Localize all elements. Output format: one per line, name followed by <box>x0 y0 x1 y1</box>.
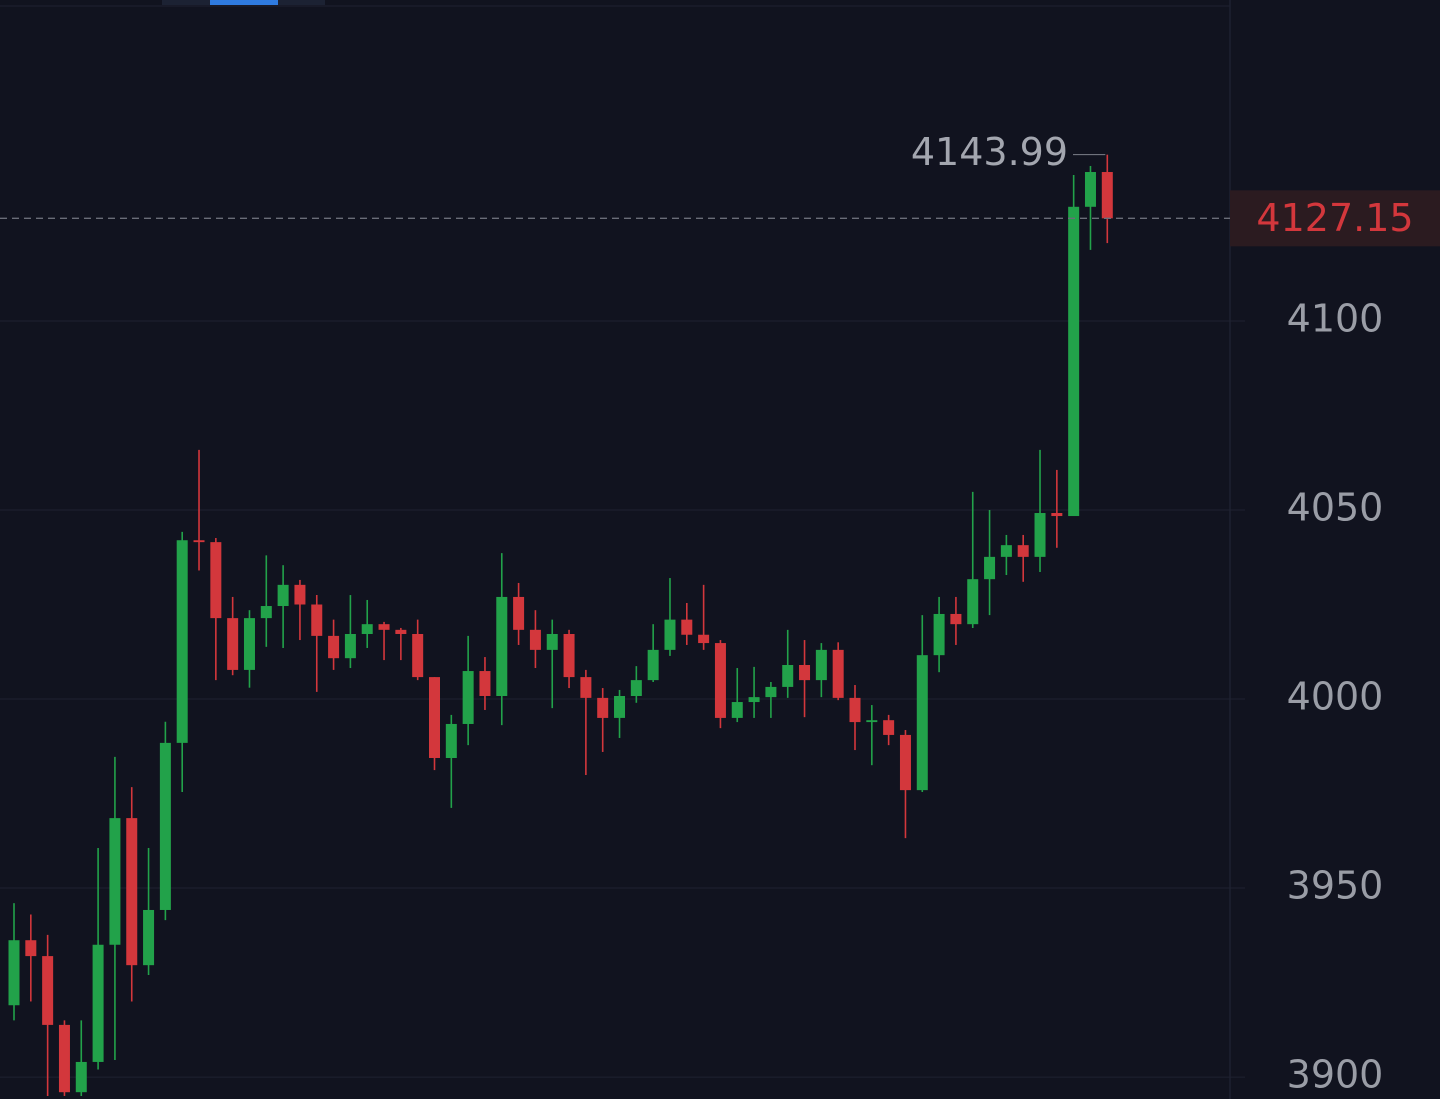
candle-body <box>75 1061 87 1093</box>
y-tick-label: 4100 <box>1287 296 1384 340</box>
candle-body <box>950 613 962 625</box>
candle-body <box>328 635 340 659</box>
candle-body <box>899 734 911 791</box>
candle-body <box>378 624 390 630</box>
candle-body <box>933 613 945 656</box>
candle-body <box>159 742 171 910</box>
candle-body <box>25 940 37 957</box>
y-tick-label: 3900 <box>1287 1053 1384 1097</box>
candle-body <box>799 664 811 681</box>
candle-body <box>647 649 659 681</box>
candle-body <box>984 556 996 580</box>
candle-body <box>546 633 558 650</box>
candle-body <box>193 540 205 543</box>
candle-body <box>597 697 609 718</box>
candle-body <box>883 720 895 735</box>
active-tab[interactable] <box>210 0 278 5</box>
candle-body <box>967 579 979 625</box>
candle-body <box>260 606 272 619</box>
candle-body <box>479 671 491 696</box>
candle-body <box>832 649 844 698</box>
candle-body <box>698 634 710 644</box>
candle-body <box>8 940 20 1006</box>
candle-body <box>1017 545 1029 557</box>
candle-body <box>277 584 289 607</box>
candle-body <box>580 677 592 698</box>
candle-body <box>815 649 827 681</box>
candle-body <box>748 697 760 703</box>
candle-body <box>58 1024 70 1093</box>
candle-body <box>445 723 457 758</box>
candle-body <box>395 629 407 634</box>
candle-body <box>462 671 474 724</box>
candle-body <box>344 633 356 659</box>
candle-body <box>681 619 693 635</box>
max-label: 4143.99 <box>911 130 1068 174</box>
candle-body <box>614 695 626 718</box>
candle-body <box>126 818 138 966</box>
candle-body <box>866 720 878 723</box>
candle-body <box>513 596 525 630</box>
candle-body <box>1101 172 1113 219</box>
candle-body <box>849 697 861 723</box>
candle-body <box>109 818 121 945</box>
candle-body <box>916 655 928 791</box>
y-tick-label: 4050 <box>1287 485 1384 529</box>
last-price-box <box>1230 190 1440 247</box>
candle-body <box>1084 172 1096 207</box>
candle-body <box>782 664 794 687</box>
candle-body <box>429 677 440 758</box>
candle-body <box>1068 206 1080 517</box>
candle-body <box>311 604 323 636</box>
candle-body <box>496 596 508 696</box>
candle-body <box>664 619 676 650</box>
y-tick-label: 4000 <box>1287 675 1384 719</box>
candle-body <box>294 584 306 605</box>
candle-body <box>765 686 777 698</box>
last-price-label: 4127.15 <box>1256 196 1413 240</box>
candle-body <box>92 944 104 1062</box>
candle-body <box>210 542 222 619</box>
candle-body <box>731 702 743 718</box>
candle-body <box>1034 513 1046 557</box>
candle-body <box>176 540 188 743</box>
candle-body <box>227 618 239 670</box>
candle-body <box>143 909 155 966</box>
candle-body <box>42 956 54 1025</box>
candle-body <box>714 643 726 718</box>
candle-body <box>412 633 424 678</box>
y-tick-label: 3950 <box>1287 864 1384 908</box>
candle-body <box>563 633 575 678</box>
candle-body <box>529 629 541 650</box>
candle-body <box>243 618 255 670</box>
candle-body <box>630 680 642 696</box>
candle-body <box>1051 513 1063 517</box>
candle-body <box>1000 545 1012 557</box>
candle-body <box>361 624 373 634</box>
